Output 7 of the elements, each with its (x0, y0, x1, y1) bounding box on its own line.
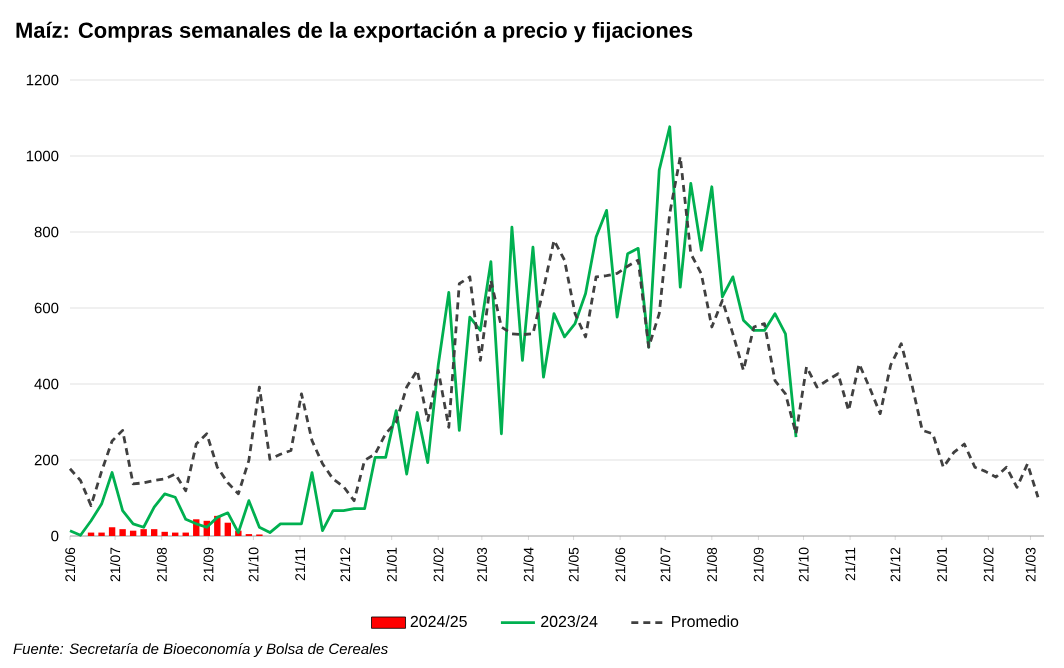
bar (108, 527, 116, 536)
line-series (68, 155, 1040, 507)
chart-title: Maíz: Compras semanales de la exportación a precio y fijaciones (16, 21, 693, 43)
bar (140, 529, 147, 536)
bar (119, 529, 126, 536)
bar (150, 529, 158, 536)
bar (224, 522, 232, 536)
